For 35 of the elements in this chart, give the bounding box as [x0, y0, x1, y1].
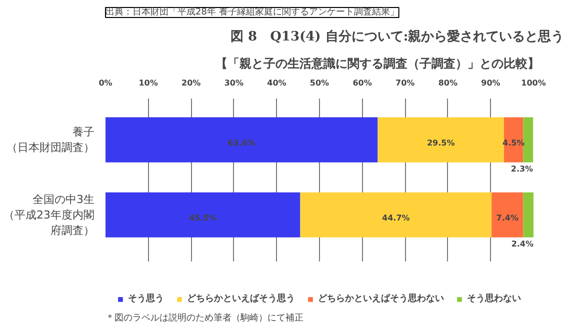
x-tick-label: 80%	[438, 78, 458, 88]
data-label: 2.4%	[511, 239, 534, 248]
y-tick-label: 養子（日本財団調査）	[6, 125, 94, 154]
bar	[523, 192, 534, 238]
data-label: 2.3%	[510, 164, 534, 174]
bar	[523, 117, 534, 162]
chart-title: 図 8 Q13(4) 自分について:親から愛されていると思う	[230, 28, 564, 44]
source-note: 出典：日本財団「平成28年 養子縁組家庭に関するアンケート調査結果」	[106, 6, 399, 18]
x-tick-label: 10%	[138, 78, 158, 88]
legend-label: どちらかといえばそう思う	[187, 292, 295, 305]
x-tick-label: 60%	[352, 78, 372, 88]
data-label: 44.7%	[382, 213, 410, 222]
bar	[106, 117, 378, 162]
bar	[378, 117, 504, 162]
x-tick-label: 30%	[224, 78, 244, 88]
bar	[300, 192, 492, 238]
x-tick-label: 100%	[521, 78, 546, 88]
legend-label: そう思わない	[467, 292, 521, 305]
legend-label: そう思う	[128, 292, 164, 305]
legend-label: どちらかといえばそう思わない	[318, 292, 444, 305]
x-tick-label: 40%	[267, 78, 286, 88]
data-label: 29.5%	[426, 138, 455, 148]
data-label: 63.6%	[228, 138, 256, 148]
bar	[492, 192, 524, 238]
x-tick-label: 70%	[396, 78, 415, 88]
x-tick-label: 20%	[182, 78, 201, 88]
x-tick-label: 50%	[310, 78, 330, 88]
data-label: 7.4%	[496, 213, 518, 222]
text: ＊図のラベルは説明のため筆者（駒崎）にて補正	[106, 312, 304, 324]
chart-subtitle: 【「親と子の生活意識に関する調査（子調査）」との比較】	[216, 56, 540, 70]
data-label: 45.5%	[188, 213, 217, 222]
x-tick-label: 90%	[481, 78, 500, 88]
bar	[106, 192, 300, 238]
x-tick-label: 0%	[98, 78, 112, 88]
y-tick-label: 全国の中3生（平成23年度内閣府調査）	[4, 192, 95, 237]
